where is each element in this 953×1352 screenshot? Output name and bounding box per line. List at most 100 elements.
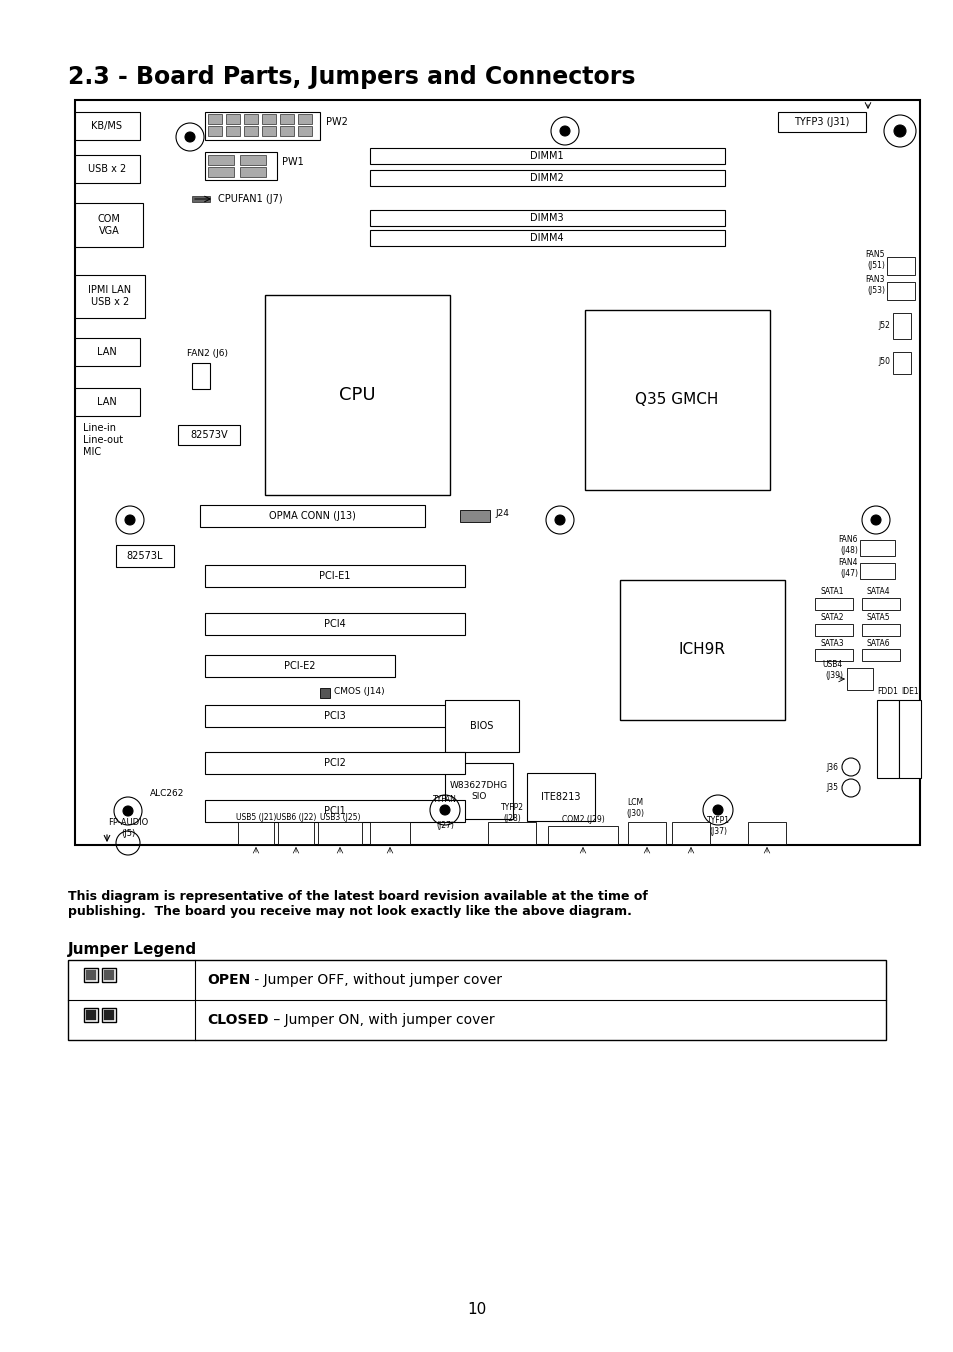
Bar: [205, 151, 276, 180]
Bar: [814, 625, 852, 635]
Bar: [104, 1010, 113, 1019]
Bar: [205, 800, 464, 822]
Text: PW2: PW2: [326, 118, 348, 127]
Bar: [627, 822, 665, 844]
Bar: [526, 773, 595, 821]
Bar: [102, 1009, 116, 1022]
Text: COM
VGA: COM VGA: [97, 214, 120, 235]
Bar: [205, 565, 464, 587]
Circle shape: [712, 804, 722, 815]
Bar: [262, 126, 275, 137]
Bar: [102, 968, 116, 982]
Text: J50: J50: [877, 357, 889, 366]
Bar: [244, 126, 257, 137]
Text: DIMM3: DIMM3: [530, 214, 563, 223]
Text: COM2 (J29): COM2 (J29): [561, 815, 604, 825]
Text: PCI-E1: PCI-E1: [319, 571, 351, 581]
Bar: [584, 310, 769, 489]
Bar: [859, 562, 894, 579]
Text: PW1: PW1: [282, 157, 303, 168]
Text: USB3 (J25): USB3 (J25): [319, 814, 360, 822]
Bar: [75, 274, 145, 318]
Text: J52: J52: [877, 320, 889, 330]
Text: PCI1: PCI1: [324, 806, 346, 817]
Text: ITE8213: ITE8213: [540, 792, 580, 802]
Bar: [75, 100, 919, 845]
Text: FAN6
(J48): FAN6 (J48): [838, 535, 857, 554]
Text: ALC262: ALC262: [150, 788, 184, 798]
Text: USB x 2: USB x 2: [88, 164, 126, 174]
Text: FAN3
(J53): FAN3 (J53): [864, 276, 884, 295]
Text: TYFAN: TYFAN: [433, 795, 456, 804]
Text: SATA2: SATA2: [820, 614, 842, 622]
Text: LCM
(J30): LCM (J30): [625, 798, 643, 818]
Bar: [226, 126, 240, 137]
Text: 82573V: 82573V: [190, 430, 228, 439]
Bar: [205, 112, 319, 141]
Circle shape: [125, 515, 135, 525]
Bar: [459, 510, 490, 522]
Bar: [84, 1009, 98, 1022]
Bar: [444, 700, 518, 752]
Bar: [208, 114, 222, 124]
Bar: [277, 822, 314, 844]
Bar: [280, 126, 294, 137]
Bar: [886, 257, 914, 274]
Text: CPUFAN1 (J7): CPUFAN1 (J7): [218, 193, 282, 204]
Bar: [280, 114, 294, 124]
Bar: [814, 649, 852, 661]
Text: Jumper Legend: Jumper Legend: [68, 942, 197, 957]
Bar: [619, 580, 784, 721]
Text: PCI2: PCI2: [324, 758, 346, 768]
Bar: [265, 295, 450, 495]
Text: CPU: CPU: [338, 387, 375, 404]
Bar: [75, 155, 140, 183]
Bar: [862, 649, 899, 661]
Circle shape: [555, 515, 564, 525]
Bar: [192, 196, 210, 201]
Text: J24: J24: [495, 510, 508, 519]
Text: TYFP2
(J28): TYFP2 (J28): [500, 803, 523, 823]
Text: This diagram is representative of the latest board revision available at the tim: This diagram is representative of the la…: [68, 890, 647, 918]
Bar: [444, 763, 513, 819]
Bar: [370, 170, 724, 187]
Text: USB5 (J21): USB5 (J21): [235, 814, 276, 822]
Text: KB/MS: KB/MS: [91, 120, 122, 131]
Text: OPMA CONN (J13): OPMA CONN (J13): [269, 511, 355, 521]
Text: 10: 10: [467, 1302, 486, 1317]
Circle shape: [439, 804, 450, 815]
Bar: [846, 668, 872, 690]
Bar: [226, 114, 240, 124]
Circle shape: [870, 515, 880, 525]
Text: Q35 GMCH: Q35 GMCH: [635, 392, 718, 407]
Bar: [778, 112, 865, 132]
Bar: [240, 155, 266, 165]
Text: SATA4: SATA4: [865, 588, 889, 596]
Text: 2.3 - Board Parts, Jumpers and Connectors: 2.3 - Board Parts, Jumpers and Connector…: [68, 65, 635, 89]
Text: J35: J35: [825, 784, 837, 792]
Text: CLOSED: CLOSED: [207, 1013, 268, 1028]
Bar: [68, 960, 885, 1040]
Text: BIOS: BIOS: [470, 721, 493, 731]
Bar: [886, 283, 914, 300]
Text: FAN2 (J6): FAN2 (J6): [187, 349, 228, 357]
Bar: [200, 506, 424, 527]
Bar: [75, 338, 140, 366]
Bar: [892, 352, 910, 375]
Text: - Jumper OFF, without jumper cover: - Jumper OFF, without jumper cover: [250, 973, 501, 987]
Bar: [370, 147, 724, 164]
Text: DIMM1: DIMM1: [530, 151, 563, 161]
Text: Line-in
Line-out
MIC: Line-in Line-out MIC: [83, 423, 123, 457]
Text: FAN5
(J51): FAN5 (J51): [864, 250, 884, 269]
Bar: [75, 112, 140, 141]
Text: FP-AUDIO
(J5): FP-AUDIO (J5): [108, 818, 148, 838]
Text: LAN: LAN: [97, 397, 117, 407]
Bar: [116, 545, 173, 566]
Bar: [370, 230, 724, 246]
Bar: [488, 822, 536, 844]
Text: FDD1: FDD1: [877, 688, 898, 696]
Bar: [862, 598, 899, 610]
Text: SATA1: SATA1: [820, 588, 842, 596]
Circle shape: [559, 126, 569, 137]
Bar: [317, 822, 361, 844]
